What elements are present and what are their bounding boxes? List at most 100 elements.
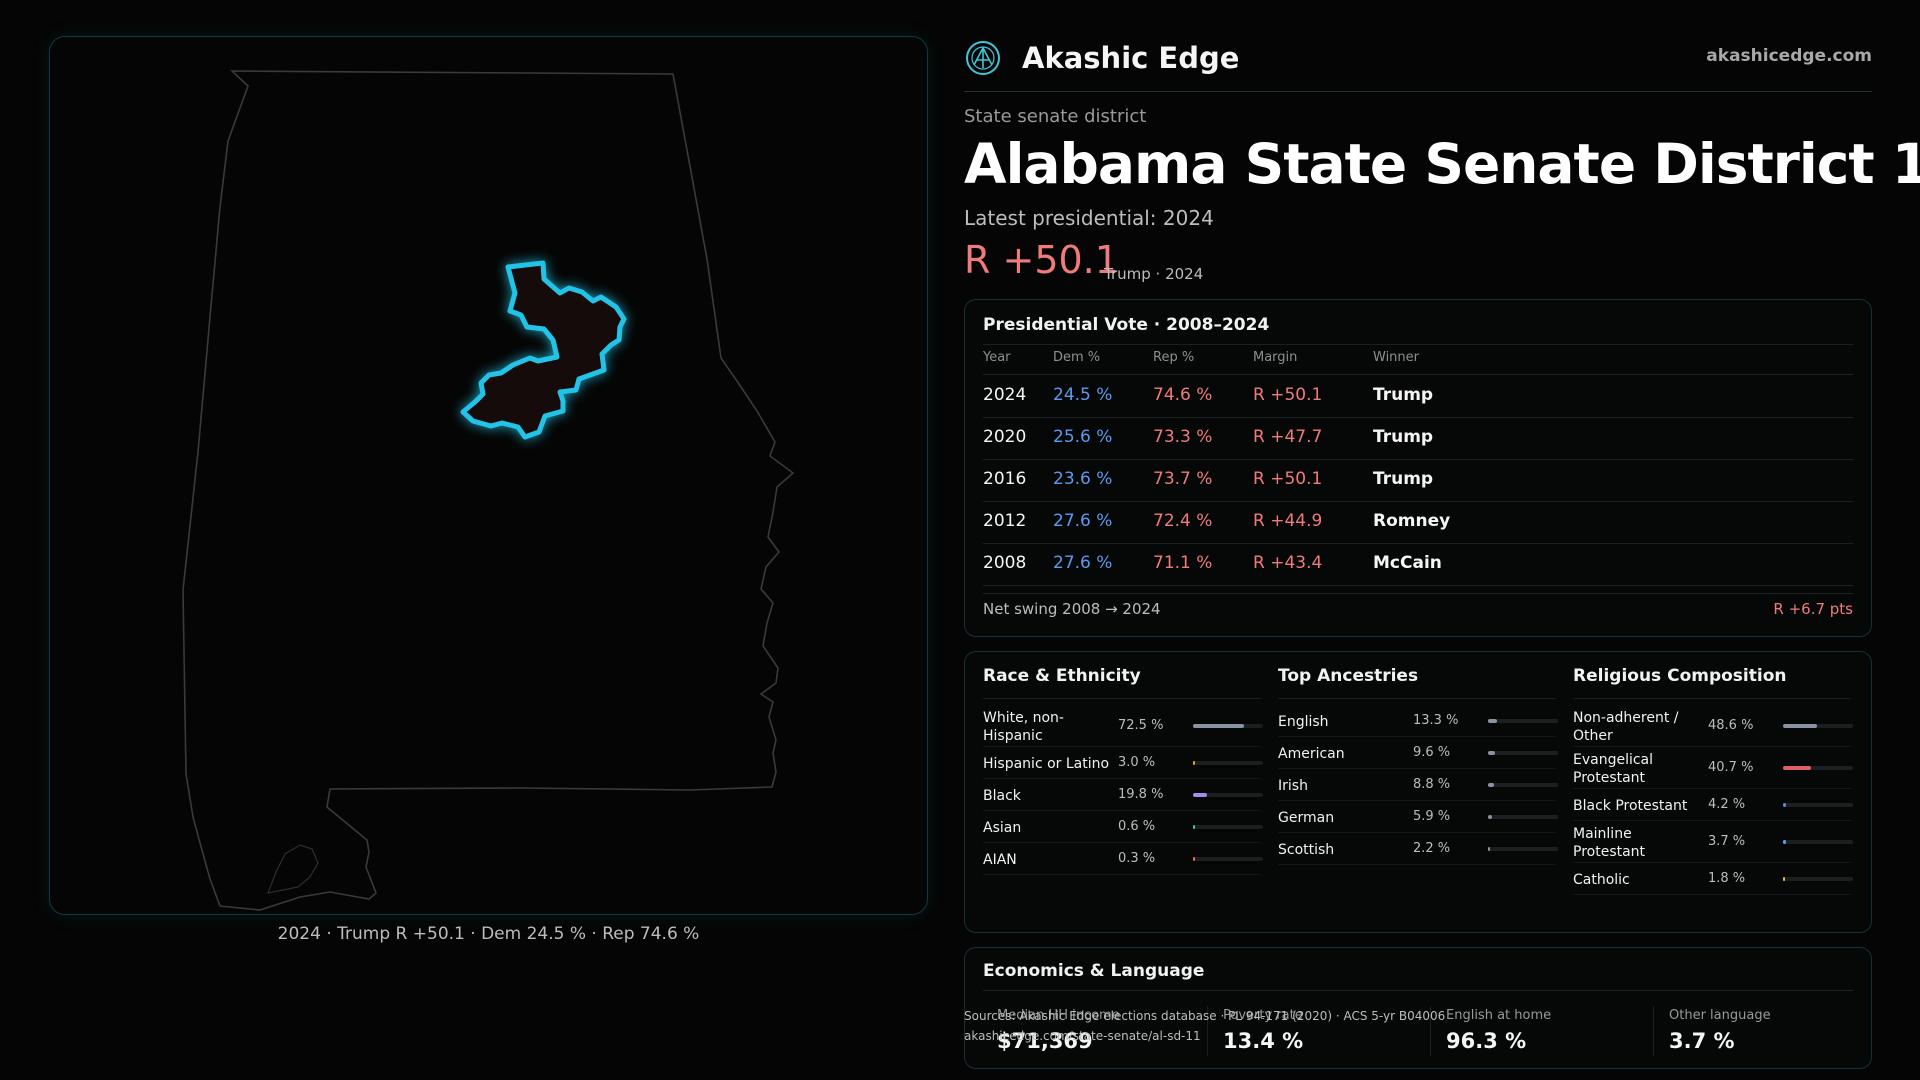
bar-label: Mainline Protestant [1573,826,1646,860]
col-header-winner: Winner [1373,350,1420,365]
bar-track [1783,840,1853,844]
stat-value: 3.7 % [1669,1029,1735,1053]
divider [1207,1006,1208,1056]
bar-fill [1193,761,1196,765]
bar-fill [1488,783,1495,787]
demographics-card: Race & Ethnicity White, non-Hispanic 72.5… [964,651,1872,933]
bar-fill [1488,719,1498,723]
sources-footer: Sources: Akashic Edge elections database… [964,1006,1445,1046]
page-title: Alabama State Senate District 11 [964,132,1920,196]
bar-row: Mainline Protestant 3.7 % [1573,821,1853,863]
bar-row: Scottish 2.2 % [1278,833,1558,865]
bar-label: American [1278,746,1345,762]
bar-row: AIAN 0.3 % [983,843,1263,875]
stat-label: Other language [1669,1008,1771,1023]
divider [983,585,1853,586]
row-year: 2024 [983,385,1027,405]
stat-value: $71,369 [997,1029,1093,1053]
bar-track [1193,793,1263,797]
bar-track [1783,766,1853,770]
bar-fill [1783,877,1785,881]
top-ancestries-title: Top Ancestries [1278,666,1419,686]
bar-track [1783,724,1853,728]
divider [983,459,1853,460]
detail-panel: Akashic Edge akashicedge.com State senat… [964,0,1920,1080]
bar-fill [1783,803,1786,807]
bar-track [1193,857,1263,861]
divider [983,543,1853,544]
other-language-stat: Other language 3.7 % [1669,1008,1771,1053]
divider [1573,698,1851,699]
bar-track [1193,761,1263,765]
bar-label: Evangelical Protestant [1573,752,1654,786]
net-swing-label: Net swing 2008 → 2024 [983,600,1161,618]
divider [983,593,1853,594]
bar-value: 3.0 % [1118,755,1156,770]
bar-value: 5.9 % [1413,809,1451,824]
bar-value: 1.8 % [1708,871,1746,886]
median-income-stat: Median HH income $71,369 [997,1008,1120,1053]
bar-track [1488,847,1558,851]
row-year: 2012 [983,511,1027,531]
row-winner: Trump [1373,469,1434,489]
bar-row: Asian 0.6 % [983,811,1263,843]
row-margin: R +47.7 [1253,427,1323,447]
bar-row: German 5.9 % [1278,801,1558,833]
row-winner: Trump [1373,385,1434,405]
bar-row: Evangelical Protestant 40.7 % [1573,747,1853,789]
bar-label: Black Protestant [1573,798,1688,814]
presidential-vote-card: Presidential Vote · 2008–2024 Year Dem %… [964,299,1872,637]
row-rep: 71.1 % [1153,553,1213,573]
akashic-edge-logo-icon [966,41,1000,75]
stat-label: English at home [1446,1008,1552,1023]
net-swing-value: R +6.7 pts [1773,600,1853,618]
sources-url[interactable]: akashicedge.com/state-senate/al-sd-11 [964,1029,1201,1043]
latest-presidential: Latest presidential: 2024 [964,206,1214,230]
table-row: 2020 25.6 % 73.3 % R +47.7 Trump [983,417,1853,459]
bar-label: Catholic [1573,872,1630,888]
row-dem: 27.6 % [1053,511,1113,531]
divider [983,374,1853,375]
religious-composition-section: Religious Composition Non-adherent / Oth… [1573,666,1853,895]
row-dem: 25.6 % [1053,427,1113,447]
bar-fill [1193,825,1195,829]
economics-title: Economics & Language [983,961,1205,981]
divider [1430,1006,1431,1056]
bar-fill [1783,724,1818,728]
bar-fill [1193,857,1195,861]
row-winner: Romney [1373,511,1451,531]
bar-label: English [1278,714,1329,730]
row-winner: McCain [1373,553,1442,573]
english-at-home-stat: English at home 96.3 % [1446,1008,1551,1053]
bar-track [1488,719,1558,723]
stat-label: Poverty rate [1223,1008,1303,1023]
brand-url-link[interactable]: akashicedge.com [1706,46,1872,66]
col-header-rep: Rep % [1153,350,1195,365]
divider [983,417,1853,418]
bar-track [1193,825,1263,829]
state-outline [182,70,795,911]
header-divider [964,91,1872,92]
bar-value: 2.2 % [1413,841,1451,856]
bar-value: 48.6 % [1708,718,1754,733]
row-year: 2008 [983,553,1027,573]
table-row: 2016 23.6 % 73.7 % R +50.1 Trump [983,459,1853,501]
row-winner: Trump [1373,427,1434,447]
brand-name: Akashic Edge [1022,41,1240,75]
stat-value: 96.3 % [1446,1029,1527,1053]
bar-label: Irish [1278,778,1308,794]
row-rep: 72.4 % [1153,511,1213,531]
race-ethnicity-title: Race & Ethnicity [983,666,1141,686]
stat-value: 13.4 % [1223,1029,1304,1053]
mobile-bay-outline [267,844,319,894]
bar-fill [1783,766,1812,770]
bar-row: English 13.3 % [1278,705,1558,737]
brand[interactable]: Akashic Edge [964,38,1239,78]
headline-margin-sub: Trump · 2024 [1104,265,1204,283]
bar-value: 0.3 % [1118,851,1156,866]
bar-value: 8.8 % [1413,777,1451,792]
bar-fill [1488,751,1495,755]
bar-fill [1783,840,1786,844]
bar-label: AIAN [983,852,1017,868]
bar-value: 13.3 % [1413,713,1459,728]
